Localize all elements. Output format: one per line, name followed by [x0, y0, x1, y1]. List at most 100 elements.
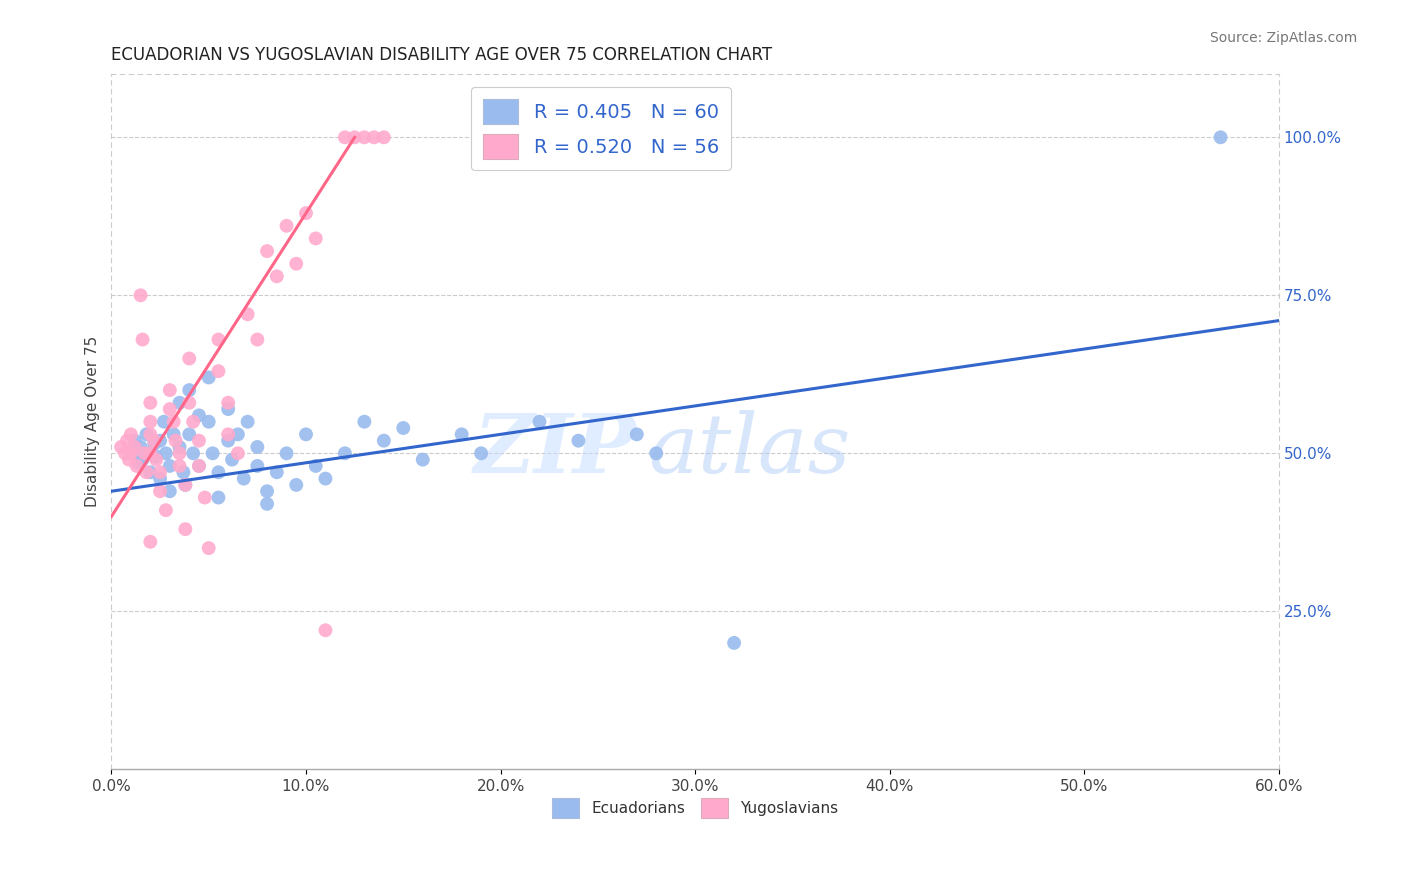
Point [128, 456, 150, 470]
Text: ZIP: ZIP [474, 409, 637, 490]
Point [165, 434, 187, 448]
Point [114, 446, 136, 460]
Point [120, 446, 142, 460]
Point [626, 427, 648, 442]
Point [149, 484, 172, 499]
Point [246, 440, 269, 454]
Point [373, 434, 395, 448]
Point [285, 257, 308, 271]
Point [723, 636, 745, 650]
Point [217, 434, 239, 448]
Point [120, 427, 142, 442]
Point [135, 427, 157, 442]
Point [159, 402, 181, 417]
Point [295, 427, 318, 442]
Point [217, 402, 239, 417]
Point [207, 364, 229, 378]
Point [217, 427, 239, 442]
Point [567, 434, 589, 448]
Point [450, 427, 472, 442]
Point [256, 497, 278, 511]
Point [163, 427, 186, 442]
Point [236, 307, 259, 321]
Point [305, 231, 328, 245]
Point [139, 427, 162, 442]
Point [143, 437, 166, 451]
Point [363, 130, 385, 145]
Point [226, 446, 249, 460]
Point [333, 446, 356, 460]
Point [169, 446, 191, 460]
Point [236, 415, 259, 429]
Point [343, 130, 366, 145]
Point [314, 472, 336, 486]
Point [179, 383, 201, 397]
Point [149, 465, 172, 479]
Point [256, 484, 278, 499]
Point [145, 452, 167, 467]
Point [125, 458, 148, 473]
Point [295, 206, 318, 220]
Point [197, 370, 219, 384]
Point [1209, 130, 1232, 145]
Point [226, 427, 249, 442]
Point [194, 491, 217, 505]
Point [110, 440, 132, 454]
Point [276, 219, 298, 233]
Point [172, 465, 194, 479]
Point [188, 458, 211, 473]
Point [169, 440, 191, 454]
Point [314, 624, 336, 638]
Point [118, 452, 141, 467]
Legend: Ecuadorians, Yugoslavians: Ecuadorians, Yugoslavians [546, 792, 845, 824]
Point [115, 434, 138, 448]
Point [131, 333, 153, 347]
Point [155, 446, 177, 460]
Point [139, 415, 162, 429]
Point [159, 383, 181, 397]
Point [276, 446, 298, 460]
Point [197, 541, 219, 555]
Point [645, 446, 668, 460]
Point [392, 421, 415, 435]
Point [135, 465, 157, 479]
Point [207, 465, 229, 479]
Point [353, 415, 375, 429]
Point [134, 446, 156, 460]
Point [181, 415, 204, 429]
Point [217, 396, 239, 410]
Point [139, 465, 162, 479]
Point [232, 472, 254, 486]
Point [174, 478, 197, 492]
Point [143, 434, 166, 448]
Point [131, 452, 153, 467]
Point [188, 458, 211, 473]
Point [169, 458, 191, 473]
Point [153, 415, 176, 429]
Point [155, 503, 177, 517]
Point [207, 333, 229, 347]
Point [129, 440, 152, 454]
Point [221, 452, 243, 467]
Point [149, 434, 172, 448]
Point [246, 458, 269, 473]
Point [179, 427, 201, 442]
Point [188, 434, 211, 448]
Point [174, 478, 197, 492]
Point [201, 446, 224, 460]
Point [412, 452, 434, 467]
Point [246, 333, 269, 347]
Point [529, 415, 551, 429]
Point [139, 446, 162, 460]
Text: atlas: atlas [648, 409, 851, 490]
Point [163, 415, 186, 429]
Point [266, 465, 288, 479]
Point [120, 446, 142, 460]
Point [353, 130, 375, 145]
Point [285, 478, 308, 492]
Point [139, 446, 162, 460]
Point [373, 130, 395, 145]
Point [145, 450, 167, 464]
Point [139, 396, 162, 410]
Point [179, 351, 201, 366]
